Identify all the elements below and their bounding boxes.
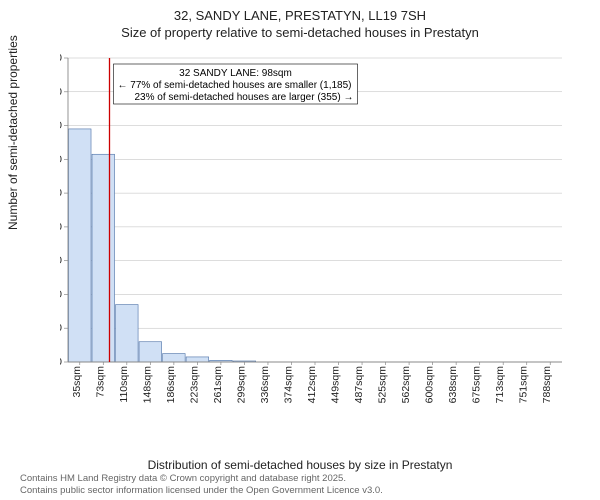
chart-container: 32, SANDY LANE, PRESTATYN, LL19 7SH Size…: [0, 0, 600, 500]
bar: [116, 305, 139, 362]
plot-area: 0 100 200 300 400 500 600 700 800 900 35sqm 73sqm 11…: [60, 52, 570, 412]
x-axis-label: Distribution of semi-detached houses by …: [0, 458, 600, 472]
annotation-larger: 23% of semi-detached houses are larger (…: [134, 92, 353, 103]
bar: [69, 129, 92, 362]
y-tick-label: 800: [60, 86, 62, 98]
x-tick-label: 299sqm: [235, 366, 247, 404]
x-tick-label: 675sqm: [471, 366, 483, 404]
x-tick-label: 788sqm: [541, 366, 553, 404]
x-tick-label: 73sqm: [94, 366, 106, 398]
title-block: 32, SANDY LANE, PRESTATYN, LL19 7SH Size…: [0, 0, 600, 42]
y-axis: 0 100 200 300 400 500 600 700 800 900: [60, 52, 68, 368]
x-tick-label: 487sqm: [353, 366, 365, 404]
x-tick-label: 412sqm: [306, 366, 318, 404]
plot-svg: 0 100 200 300 400 500 600 700 800 900 35sqm 73sqm 11…: [60, 52, 570, 412]
x-tick-label: 713sqm: [494, 366, 506, 404]
x-axis: 35sqm 73sqm 110sqm 148sqm 186sqm 223sqm 261sqm…: [71, 362, 553, 403]
y-tick-label: 100: [60, 322, 62, 334]
x-tick-label: 600sqm: [424, 366, 436, 404]
title-line2: Size of property relative to semi-detach…: [0, 25, 600, 42]
y-tick-label: 400: [60, 221, 62, 233]
y-tick-label: 600: [60, 153, 62, 165]
bar: [163, 354, 186, 362]
x-tick-label: 148sqm: [141, 366, 153, 404]
y-tick-label: 500: [60, 187, 62, 199]
x-tick-label: 525sqm: [377, 366, 389, 404]
annotation-smaller: ← 77% of semi-detached houses are smalle…: [117, 80, 351, 91]
x-tick-label: 751sqm: [518, 366, 530, 404]
bars-group: [69, 129, 256, 362]
footer-line2: Contains public sector information licen…: [20, 485, 383, 496]
footer-note: Contains HM Land Registry data © Crown c…: [20, 473, 383, 496]
x-tick-label: 336sqm: [259, 366, 271, 404]
x-tick-label: 35sqm: [71, 366, 83, 398]
title-line1: 32, SANDY LANE, PRESTATYN, LL19 7SH: [0, 8, 600, 25]
bar: [92, 154, 115, 362]
x-tick-label: 261sqm: [212, 366, 224, 404]
x-tick-label: 638sqm: [447, 366, 459, 404]
y-tick-label: 300: [60, 255, 62, 267]
y-tick-label: 900: [60, 52, 62, 64]
y-tick-label: 0: [60, 356, 62, 368]
annotation-property: 32 SANDY LANE: 98sqm: [179, 68, 292, 79]
x-tick-label: 110sqm: [118, 366, 130, 403]
y-tick-label: 700: [60, 120, 62, 132]
x-tick-label: 374sqm: [282, 366, 294, 404]
x-tick-label: 562sqm: [400, 366, 412, 404]
y-tick-label: 200: [60, 288, 62, 300]
bar: [186, 357, 209, 362]
x-tick-label: 223sqm: [188, 366, 200, 404]
y-axis-label: Number of semi-detached properties: [6, 35, 20, 230]
x-tick-label: 449sqm: [330, 366, 342, 404]
bar: [139, 342, 162, 362]
x-tick-label: 186sqm: [165, 366, 177, 404]
footer-line1: Contains HM Land Registry data © Crown c…: [20, 473, 383, 484]
